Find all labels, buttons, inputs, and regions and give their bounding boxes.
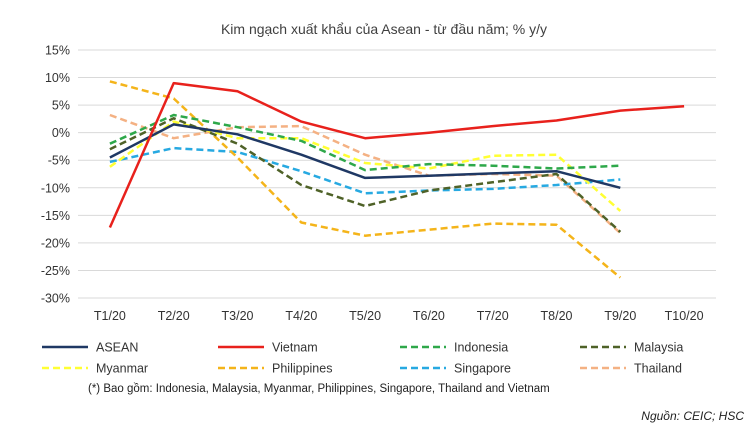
x-tick-label: T8/20 — [541, 309, 573, 323]
legend-label-philippines: Philippines — [272, 362, 332, 376]
legend-label-malaysia: Malaysia — [634, 341, 683, 355]
y-tick-label: -30% — [41, 292, 70, 306]
series-lines — [108, 80, 685, 279]
source-note: Nguồn: CEIC; HSC — [641, 409, 744, 423]
x-tick-label: T2/20 — [158, 309, 190, 323]
y-axis-ticks: 15% 10% 5% 0% -5% -10% -15% -20% -25% -30% — [41, 44, 70, 306]
legend: ASEAN Vietnam Indonesia Malaysia Myanmar Phil… — [42, 341, 683, 376]
legend-label-myanmar: Myanmar — [96, 362, 148, 376]
y-tick-label: -20% — [41, 236, 70, 250]
x-tick-label: T7/20 — [477, 309, 509, 323]
y-tick-label: -25% — [41, 264, 70, 278]
y-tick-label: 15% — [45, 44, 70, 58]
legend-label-asean: ASEAN — [96, 341, 138, 355]
x-tick-label: T3/20 — [222, 309, 254, 323]
footnote: (*) Bao gồm: Indonesia, Malaysia, Myanma… — [88, 383, 550, 395]
series-line-philippines — [109, 80, 622, 279]
legend-label-thailand: Thailand — [634, 362, 682, 376]
x-tick-label: T10/20 — [665, 309, 704, 323]
gridlines — [78, 49, 716, 299]
y-tick-label: -10% — [41, 181, 70, 195]
y-tick-label: -5% — [48, 154, 70, 168]
x-tick-label: T6/20 — [413, 309, 445, 323]
legend-label-vietnam: Vietnam — [272, 341, 318, 355]
x-tick-label: T9/20 — [604, 309, 636, 323]
x-tick-label: T1/20 — [94, 309, 126, 323]
x-tick-label: T5/20 — [349, 309, 381, 323]
y-tick-label: 10% — [45, 71, 70, 85]
series-line-indonesia — [109, 113, 621, 172]
series-line-asean — [109, 123, 621, 190]
x-tick-label: T4/20 — [285, 309, 317, 323]
y-tick-label: 0% — [52, 126, 70, 140]
legend-label-indonesia: Indonesia — [454, 341, 508, 355]
series-line-singapore — [109, 146, 621, 195]
y-tick-label: -15% — [41, 209, 70, 223]
legend-label-singapore: Singapore — [454, 362, 511, 376]
x-axis-ticks: T1/20 T2/20 T3/20 T4/20 T5/20 T6/20 T7/20 T8/20… — [94, 309, 704, 323]
series-line-thailand — [109, 113, 622, 234]
y-tick-label: 5% — [52, 99, 70, 113]
series-line-vietnam — [108, 81, 685, 229]
chart-title: Kim ngạch xuất khẩu của Asean - từ đầu n… — [221, 21, 547, 37]
